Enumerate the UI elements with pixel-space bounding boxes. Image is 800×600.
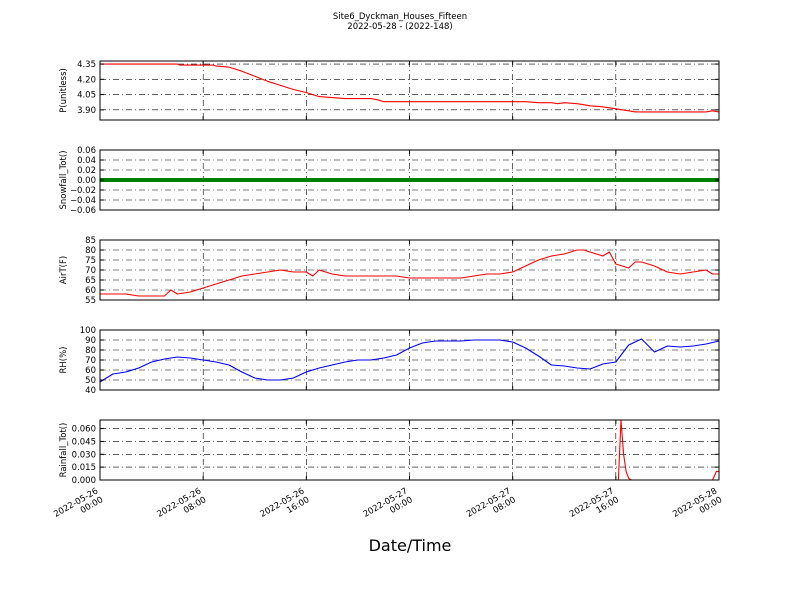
y-tick-label: 40 bbox=[85, 386, 96, 396]
y-tick-label: 0.060 bbox=[72, 425, 96, 435]
y-tick-label: −0.04 bbox=[70, 196, 96, 206]
y-tick-label: 0.015 bbox=[72, 463, 96, 473]
y-tick-label: 0.02 bbox=[77, 166, 96, 176]
y-tick-label: 70 bbox=[85, 356, 96, 366]
y-tick-label: 0.000 bbox=[72, 476, 96, 486]
series-line bbox=[100, 63, 720, 113]
panels-group: 3.90 4.05 4.20 4.35 P(unitless) −0.06−0.04−0.… bbox=[59, 60, 720, 486]
y-tick-label: 0.00 bbox=[77, 176, 96, 186]
y-tick-label: 70 bbox=[85, 266, 96, 276]
y-tick-label: 4.05 bbox=[77, 91, 96, 101]
y-tick-label: −0.06 bbox=[70, 206, 96, 216]
y-tick-label: 3.90 bbox=[77, 106, 96, 116]
y-tick-label: 50 bbox=[85, 376, 96, 386]
y-tick-label: 80 bbox=[85, 346, 96, 356]
y-axis-label: RH(%) bbox=[59, 346, 69, 373]
figure-title-line1: Site6_Dyckman_Houses_Fifteen bbox=[333, 12, 467, 22]
y-tick-label: 0.030 bbox=[72, 450, 96, 460]
y-tick-label: 100 bbox=[80, 326, 96, 336]
panel-1: 3.90 4.05 4.20 4.35 P(unitless) bbox=[59, 60, 720, 121]
series-line bbox=[100, 419, 719, 481]
y-tick-label: 75 bbox=[85, 256, 96, 266]
y-axis-label: Snowfall_Tot() bbox=[59, 150, 69, 209]
y-axis-label: P(unitless) bbox=[59, 68, 69, 113]
y-tick-label: 85 bbox=[85, 236, 96, 246]
y-tick-label: 60 bbox=[85, 286, 96, 296]
y-axis-label: AirT(F) bbox=[59, 256, 69, 284]
y-tick-label: 65 bbox=[85, 276, 96, 286]
y-tick-label: 0.045 bbox=[72, 437, 96, 447]
y-tick-label: 90 bbox=[85, 336, 96, 346]
x-axis-label: Date/Time bbox=[369, 536, 452, 555]
y-tick-label: 4.20 bbox=[77, 75, 96, 85]
panel-2: −0.06−0.04−0.020.000.020.040.06 Snowfall_… bbox=[59, 146, 720, 216]
figure-title-line2: 2022-05-28 - (2022-148) bbox=[347, 22, 452, 32]
y-tick-label: 55 bbox=[85, 296, 96, 306]
y-tick-label: 80 bbox=[85, 246, 96, 256]
series-line bbox=[99, 338, 720, 383]
y-tick-label: 60 bbox=[85, 366, 96, 376]
y-tick-label: 0.06 bbox=[77, 146, 96, 156]
series-line bbox=[100, 249, 719, 297]
y-tick-label: 4.35 bbox=[77, 60, 96, 70]
y-axis-label: Rainfall_Tot() bbox=[59, 423, 69, 478]
y-tick-label: 0.04 bbox=[77, 156, 96, 166]
y-tick-label: −0.02 bbox=[70, 186, 96, 196]
